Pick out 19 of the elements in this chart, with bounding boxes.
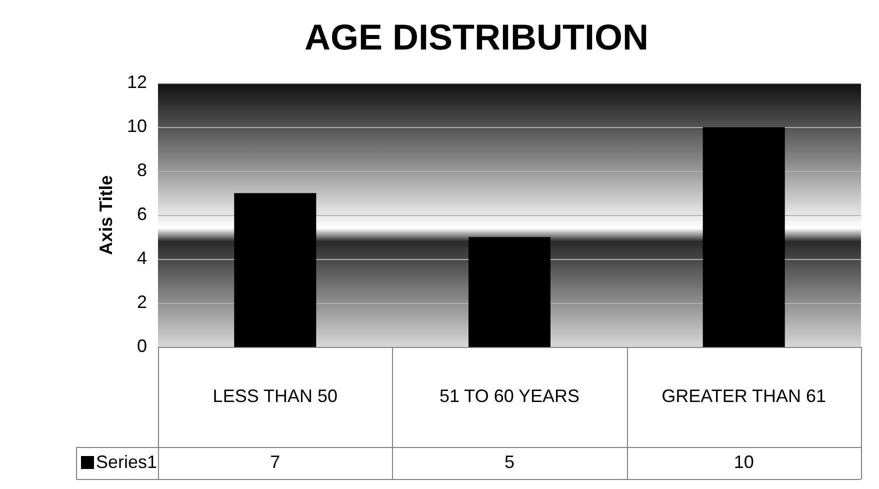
bar: [702, 127, 785, 347]
bar: [234, 193, 316, 347]
y-tick-label: 0: [136, 336, 147, 356]
x-tick-label: GREATER THAN 61: [662, 386, 826, 406]
bar: [468, 237, 551, 347]
y-tick-label: 4: [136, 248, 147, 268]
y-tick-label: 2: [136, 292, 147, 312]
legend-label: Series1: [96, 452, 158, 472]
data-label: 5: [504, 452, 515, 472]
data-label: 10: [734, 452, 754, 472]
y-tick-label: 6: [136, 204, 147, 224]
data-label: 7: [270, 452, 280, 472]
x-tick-label: 51 TO 60 YEARS: [439, 386, 580, 406]
y-tick-label: 10: [126, 116, 147, 136]
x-tick-label: LESS THAN 50: [212, 386, 338, 406]
y-tick-label: 12: [126, 72, 147, 92]
y-tick-label: 8: [136, 160, 147, 180]
y-axis-title: Axis Title: [96, 175, 116, 255]
chart-title: AGE DISTRIBUTION: [304, 16, 649, 58]
